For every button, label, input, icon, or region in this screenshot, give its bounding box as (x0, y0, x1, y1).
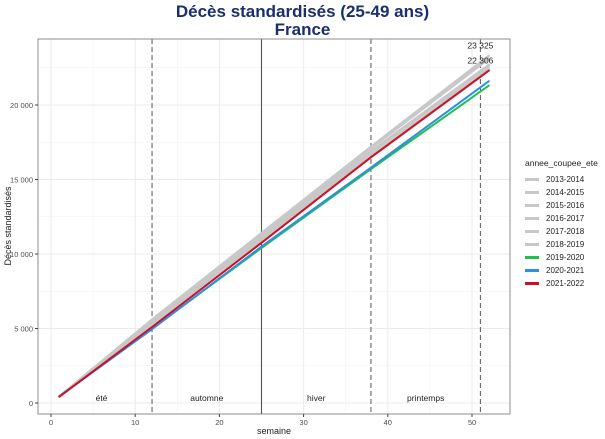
x-tick-label: 20 (215, 418, 223, 427)
annotations: 23 325 22 306 (467, 40, 493, 65)
legend-label: 2019-2020 (546, 253, 585, 262)
legend-swatch (525, 191, 539, 194)
legend-swatch (525, 230, 539, 233)
y-axis: 0 5 000 10 000 15 000 20 000 (10, 101, 38, 408)
x-axis-label: semaine (257, 426, 291, 436)
x-tick-label: 40 (384, 418, 392, 427)
chart-title-line1: Décès standardisés (25-49 ans) (175, 2, 430, 21)
legend-label: 2013-2014 (546, 175, 585, 184)
series-2020-2021 (58, 80, 490, 398)
legend-item-2019-2020: 2019-2020 (525, 251, 598, 264)
legend-swatch (525, 282, 539, 285)
legend-item-2021-2022: 2021-2022 (525, 277, 598, 290)
legend-swatch (525, 178, 539, 181)
season-label: automne (190, 393, 223, 403)
legend-item-2013-2014: 2013-2014 (525, 173, 598, 186)
season-separators (151, 39, 481, 414)
legend-item-2017-2018: 2017-2018 (525, 225, 598, 238)
annotation-value: 22 306 (467, 56, 493, 66)
x-tick-label: 10 (131, 418, 139, 427)
legend-label: 2014-2015 (546, 188, 585, 197)
y-tick-label: 10 000 (10, 250, 33, 259)
legend: annee_coupee_ete 2013-2014 2014-2015 2015-… (525, 158, 598, 290)
historical-series (58, 54, 490, 398)
legend-swatch (525, 243, 539, 246)
major-gridlines (38, 39, 510, 414)
y-tick-label: 20 000 (10, 101, 33, 110)
highlighted-series (58, 69, 490, 398)
season-label: hiver (307, 393, 326, 403)
legend-label: 2016-2017 (546, 214, 585, 223)
legend-swatch (525, 204, 539, 207)
season-label: printemps (407, 393, 444, 403)
season-labels: été automne hiver printemps (96, 393, 445, 403)
x-tick-label: 0 (49, 418, 53, 427)
x-axis: 0 10 20 30 40 50 (49, 414, 476, 427)
season-label: été (96, 393, 108, 403)
y-axis-label: Décès standardisés (3, 186, 13, 266)
legend-swatch (525, 269, 539, 272)
legend-item-2018-2019: 2018-2019 (525, 238, 598, 251)
legend-swatch (525, 256, 539, 259)
legend-item-2014-2015: 2014-2015 (525, 186, 598, 199)
series-2021-2022 (58, 69, 490, 398)
y-tick-label: 0 (29, 399, 33, 408)
legend-title: annee_coupee_ete (525, 158, 598, 168)
legend-item-2020-2021: 2020-2021 (525, 264, 598, 277)
chart-title-line2: France (274, 20, 331, 39)
annotation-value: 23 325 (467, 40, 493, 50)
legend-item-2015-2016: 2015-2016 (525, 199, 598, 212)
legend-swatch (525, 217, 539, 220)
legend-label: 2018-2019 (546, 240, 585, 249)
legend-label: 2021-2022 (546, 279, 585, 288)
legend-label: 2020-2021 (546, 266, 585, 275)
plot-panel-border (37, 38, 511, 415)
y-tick-label: 15 000 (10, 176, 33, 185)
x-tick-label: 30 (299, 418, 307, 427)
y-tick-label: 5 000 (14, 325, 33, 334)
legend-item-2016-2017: 2016-2017 (525, 212, 598, 225)
legend-label: 2017-2018 (546, 227, 585, 236)
x-tick-label: 50 (468, 418, 476, 427)
legend-label: 2015-2016 (546, 201, 585, 210)
